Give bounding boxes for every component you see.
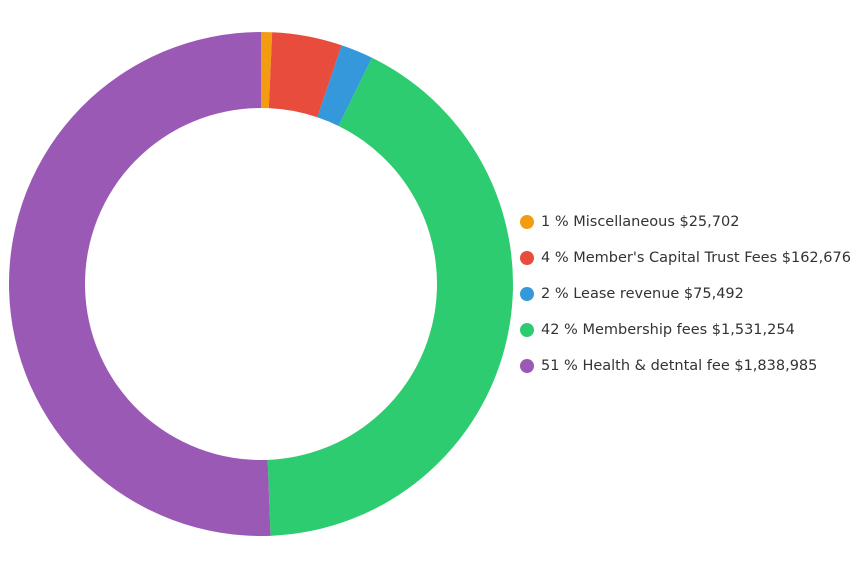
donut-slice-3[interactable] [267,57,513,536]
legend-label-1: 4 % Member's Capital Trust Fees $162,676 [541,250,851,266]
legend-item-1[interactable]: 4 % Member's Capital Trust Fees $162,676 [520,240,855,276]
legend-marker-2 [520,287,534,301]
legend-label-4: 51 % Health & detntal fee $1,838,985 [541,358,818,374]
donut-slice-2[interactable] [317,45,373,127]
chart-legend: 1 % Miscellaneous $25,702 4 % Member's Ca… [520,204,855,384]
donut-slice-4[interactable] [8,32,271,536]
legend-label-2: 2 % Lease revenue $75,492 [541,286,744,302]
legend-item-2[interactable]: 2 % Lease revenue $75,492 [520,276,855,312]
legend-marker-4 [520,359,534,373]
legend-item-0[interactable]: 1 % Miscellaneous $25,702 [520,204,855,240]
donut-slice-0[interactable] [261,32,273,109]
legend-marker-1 [520,251,534,265]
legend-item-3[interactable]: 42 % Membership fees $1,531,254 [520,312,855,348]
legend-label-0: 1 % Miscellaneous $25,702 [541,214,740,230]
donut-slice-1[interactable] [268,32,342,118]
legend-marker-0 [520,215,534,229]
legend-marker-3 [520,323,534,337]
legend-item-4[interactable]: 51 % Health & detntal fee $1,838,985 [520,348,855,384]
legend-label-3: 42 % Membership fees $1,531,254 [541,322,795,338]
